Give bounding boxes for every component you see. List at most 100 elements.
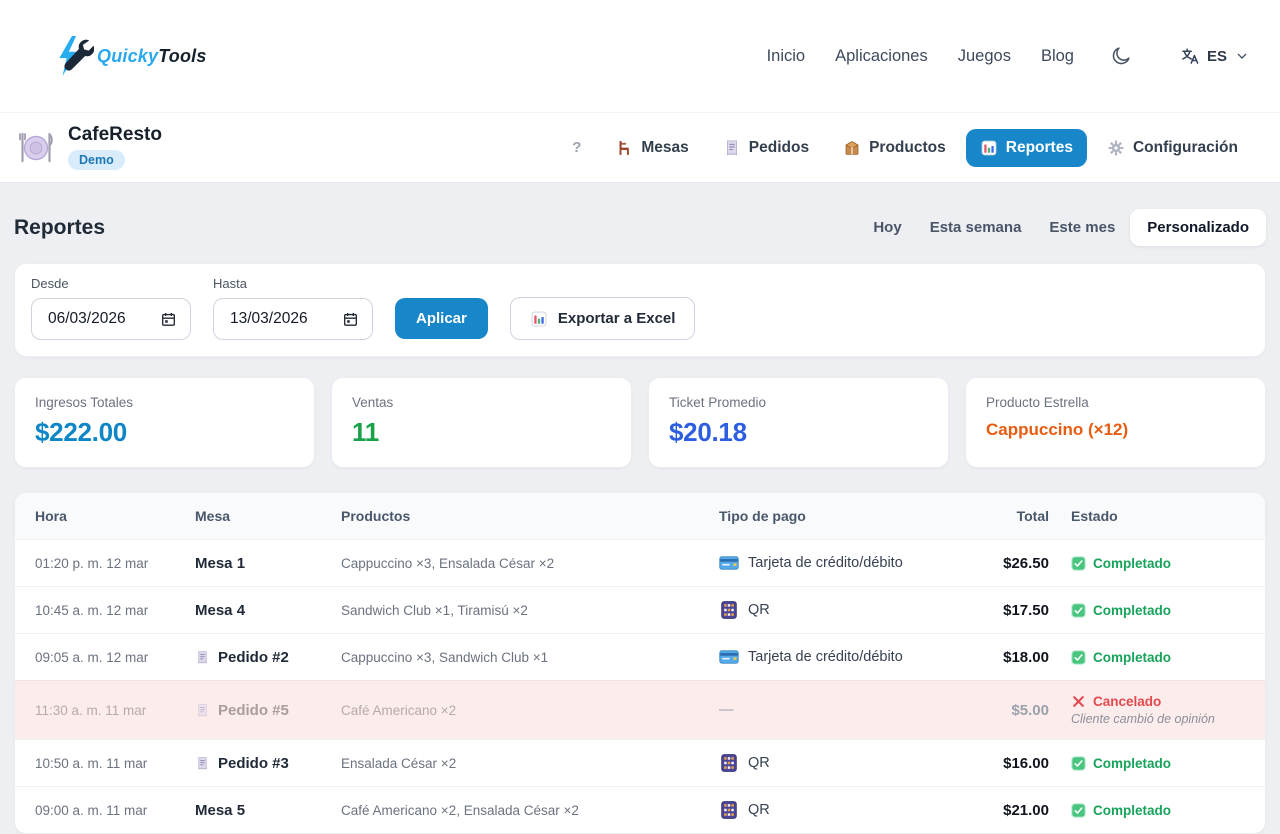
nav-link-juegos[interactable]: Juegos bbox=[957, 46, 1011, 65]
stat-value: 11 bbox=[352, 417, 379, 447]
tab-mesas[interactable]: Mesas bbox=[601, 129, 702, 167]
payment-cell: QR bbox=[719, 586, 949, 634]
appbar-right: ? Mesas Pedidos Productos Reportes Configura… bbox=[560, 128, 1252, 167]
status-label: Completado bbox=[1093, 755, 1172, 771]
status-cell: Completado bbox=[1049, 586, 1265, 634]
calendar-icon bbox=[160, 311, 177, 328]
date-from-value: 06/03/2026 bbox=[48, 310, 126, 327]
chevron-down-icon bbox=[1234, 48, 1250, 64]
check-badge-icon bbox=[1071, 755, 1086, 771]
tab-label: Reportes bbox=[1005, 138, 1073, 156]
apply-button[interactable]: Aplicar bbox=[395, 298, 488, 339]
credit-card-icon bbox=[719, 647, 739, 667]
range-filter-personalizado[interactable]: Personalizado bbox=[1130, 209, 1266, 246]
payment-cell: — bbox=[719, 680, 949, 740]
export-excel-button[interactable]: Exportar a Excel bbox=[509, 297, 696, 340]
translate-icon bbox=[1180, 46, 1200, 66]
tab-label: Productos bbox=[869, 138, 946, 156]
orders-table-body: 01:20 p. m. 12 mar Mesa 1 Cappuccino ×3, E… bbox=[15, 539, 1265, 833]
orders-table-card: Hora Mesa Productos Tipo de pago Total Estado… bbox=[14, 492, 1266, 834]
receipt-icon bbox=[723, 139, 741, 157]
order-target-cell: Mesa 4 bbox=[195, 586, 341, 634]
payment-cell: Tarjeta de crédito/débito bbox=[719, 539, 949, 587]
order-products: Sandwich Club ×1, Tiramisú ×2 bbox=[341, 586, 719, 634]
column-header-productos: Productos bbox=[341, 493, 719, 540]
column-header-hora: Hora bbox=[15, 493, 195, 540]
stat-value: $222.00 bbox=[35, 417, 127, 447]
stat-card-producto-estrella: Producto Estrella Cappuccino (×12) bbox=[965, 377, 1266, 468]
order-products: Café Americano ×2, Ensalada César ×2 bbox=[341, 786, 719, 833]
receipt-icon bbox=[195, 703, 210, 718]
order-time: 09:00 a. m. 11 mar bbox=[15, 786, 195, 833]
help-button[interactable]: ? bbox=[560, 139, 593, 156]
status-label: Completado bbox=[1093, 649, 1172, 665]
app-title: CafeResto bbox=[68, 123, 162, 145]
order-target-label: Pedido #5 bbox=[218, 701, 289, 719]
order-time: 09:05 a. m. 12 mar bbox=[15, 633, 195, 681]
payment-label: QR bbox=[748, 755, 770, 771]
order-target-cell: Pedido #2 bbox=[195, 633, 341, 681]
brand-name: QuickyTools bbox=[97, 46, 207, 67]
order-total: $17.50 bbox=[949, 586, 1049, 634]
brand-logo[interactable]: QuickyTools bbox=[52, 35, 207, 77]
status-label: Cancelado bbox=[1093, 694, 1162, 709]
status-badge: Completado bbox=[1071, 556, 1265, 571]
stat-value: $20.18 bbox=[669, 417, 747, 447]
moon-icon bbox=[1110, 45, 1132, 67]
order-products: Cappuccino ×3, Sandwich Club ×1 bbox=[341, 633, 719, 681]
order-target: Pedido #3 bbox=[195, 755, 341, 772]
x-icon bbox=[1071, 694, 1086, 709]
payment-label: Tarjeta de crédito/débito bbox=[748, 649, 903, 665]
check-badge-icon bbox=[1071, 555, 1086, 571]
nav-link-inicio[interactable]: Inicio bbox=[766, 46, 806, 65]
demo-badge: Demo bbox=[68, 150, 125, 171]
tab-pedidos[interactable]: Pedidos bbox=[709, 129, 823, 167]
nav-link-aplicaciones[interactable]: Aplicaciones bbox=[835, 46, 928, 65]
stat-label: Producto Estrella bbox=[986, 395, 1089, 410]
status-label: Completado bbox=[1093, 802, 1172, 818]
order-target: Mesa 4 bbox=[195, 602, 341, 619]
nav-link-blog[interactable]: Blog bbox=[1040, 46, 1074, 65]
calendar-icon bbox=[342, 311, 359, 328]
payment-label: QR bbox=[748, 602, 770, 618]
tab-reportes[interactable]: Reportes bbox=[965, 128, 1087, 167]
stat-label: Ventas bbox=[352, 395, 394, 410]
receipt-icon bbox=[195, 756, 210, 771]
order-target: Mesa 1 bbox=[195, 555, 341, 572]
range-filter-hoy[interactable]: Hoy bbox=[860, 210, 914, 245]
order-target-cell: Pedido #5 bbox=[195, 680, 341, 740]
payment-cell: Tarjeta de crédito/débito bbox=[719, 633, 949, 681]
order-products: Cappuccino ×3, Ensalada César ×2 bbox=[341, 539, 719, 587]
column-header-estado: Estado bbox=[1049, 493, 1265, 540]
status-cell: Completado bbox=[1049, 786, 1265, 833]
range-filter-este-mes[interactable]: Este mes bbox=[1036, 210, 1128, 245]
order-products: Café Americano ×2 bbox=[341, 680, 719, 740]
topnav-right: Inicio Aplicaciones Juegos Blog ES bbox=[767, 45, 1250, 67]
tab-productos[interactable]: Productos bbox=[829, 129, 960, 167]
language-selector[interactable]: ES bbox=[1180, 46, 1250, 66]
table-row: 01:20 p. m. 12 mar Mesa 1 Cappuccino ×3, E… bbox=[15, 539, 1265, 587]
order-target-cell: Mesa 5 bbox=[195, 786, 341, 833]
date-from-label: Desde bbox=[31, 276, 69, 291]
payment-cell: QR bbox=[719, 786, 949, 833]
qr-icon bbox=[719, 800, 739, 820]
column-header-total: Total bbox=[949, 493, 1049, 540]
theme-toggle-button[interactable] bbox=[1110, 45, 1132, 67]
order-time: 11:30 a. m. 11 mar bbox=[15, 680, 195, 740]
date-to-input[interactable]: 13/03/2026 bbox=[213, 298, 373, 340]
payment-label: — bbox=[719, 702, 734, 718]
date-from-input[interactable]: 06/03/2026 bbox=[31, 298, 191, 340]
status-cell: Cancelado Cliente cambió de opinión bbox=[1049, 680, 1265, 740]
status-cell: Completado bbox=[1049, 739, 1265, 787]
range-filter-esta-semana[interactable]: Esta semana bbox=[917, 210, 1035, 245]
page-title: Reportes bbox=[14, 215, 106, 239]
package-icon bbox=[843, 139, 861, 157]
tab-configuracion[interactable]: Configuración bbox=[1093, 129, 1252, 167]
status-badge: Cancelado bbox=[1071, 694, 1265, 709]
chair-icon bbox=[615, 139, 633, 157]
export-excel-label: Exportar a Excel bbox=[557, 310, 676, 327]
topnav-links: Inicio Aplicaciones Juegos Blog bbox=[767, 47, 1074, 66]
brand-name-secondary: Tools bbox=[158, 45, 207, 66]
order-target-label: Mesa 5 bbox=[195, 801, 246, 819]
table-row: 09:05 a. m. 12 mar Pedido #2 Cappuccino ×3… bbox=[15, 633, 1265, 681]
